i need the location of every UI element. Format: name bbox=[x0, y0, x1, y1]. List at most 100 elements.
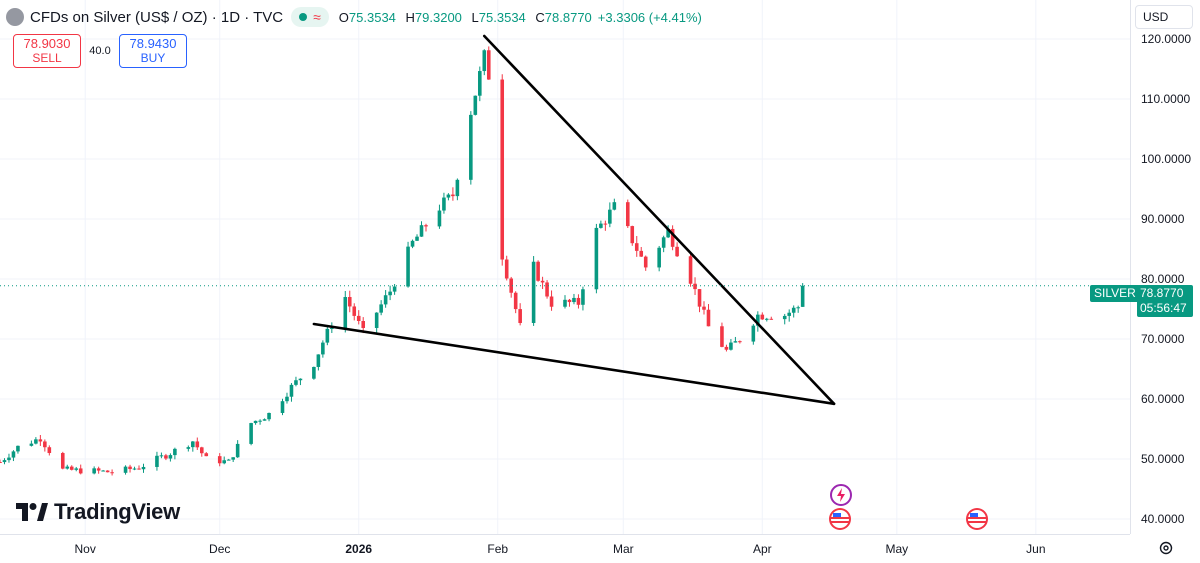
candle-body bbox=[280, 401, 285, 413]
candle-body bbox=[415, 236, 419, 241]
symbol-title[interactable]: CFDs on Silver (US$ / OZ) · 1D · TVC bbox=[30, 8, 284, 26]
candle-body bbox=[352, 306, 357, 316]
candle-body bbox=[670, 228, 675, 247]
candle-body bbox=[599, 223, 603, 228]
candle-body bbox=[720, 326, 724, 347]
candle-body bbox=[321, 342, 325, 355]
candle-body bbox=[226, 459, 231, 461]
candle-body bbox=[29, 443, 34, 446]
candle-body bbox=[379, 304, 383, 313]
candle-body bbox=[702, 306, 706, 310]
candle-body bbox=[442, 197, 446, 211]
candle-body bbox=[356, 315, 361, 322]
candle-body bbox=[128, 466, 132, 470]
candle-body bbox=[630, 226, 635, 244]
buy-button[interactable]: 78.9430 BUY bbox=[119, 34, 187, 68]
x-tick-label: Feb bbox=[487, 542, 509, 556]
bar-countdown: 05:56:47 bbox=[1140, 301, 1187, 315]
y-tick-label: 70.0000 bbox=[1141, 332, 1185, 346]
currency-selector[interactable]: USD bbox=[1135, 5, 1193, 29]
open-label: O bbox=[338, 9, 349, 25]
candle-body bbox=[191, 441, 195, 448]
candle-body bbox=[164, 455, 168, 459]
candle-body bbox=[486, 50, 491, 80]
spread-value: 40.0 bbox=[89, 45, 111, 57]
candle-body bbox=[388, 291, 392, 296]
candle-body bbox=[478, 71, 482, 96]
candle-body bbox=[361, 321, 366, 328]
y-tick-label: 80.0000 bbox=[1141, 272, 1185, 286]
chart-area[interactable] bbox=[0, 0, 1130, 534]
candle-body bbox=[7, 457, 11, 461]
trendlines[interactable] bbox=[312, 34, 836, 406]
candle-body bbox=[513, 292, 518, 310]
candle-body bbox=[298, 378, 303, 381]
candle-body bbox=[168, 455, 173, 459]
candle-body bbox=[101, 470, 105, 472]
candle-body bbox=[204, 453, 209, 457]
low-value: 75.3534 bbox=[478, 9, 526, 25]
candle-body bbox=[141, 466, 146, 470]
candle-body bbox=[231, 457, 235, 460]
x-tick-label: May bbox=[885, 542, 909, 556]
candle-body bbox=[634, 243, 639, 251]
y-tick-label: 40.0000 bbox=[1141, 512, 1185, 526]
symbol-logo-icon bbox=[6, 8, 24, 26]
candle-body bbox=[155, 455, 159, 467]
candle-body bbox=[437, 210, 442, 227]
us-flag-event-icon[interactable] bbox=[829, 508, 851, 530]
candle-body bbox=[706, 309, 711, 327]
time-axis[interactable]: Nov Dec 2026 Feb Mar Apr May Jun bbox=[0, 534, 1130, 563]
candle-body bbox=[563, 299, 567, 307]
candle-body bbox=[2, 460, 7, 463]
candle-body bbox=[518, 309, 522, 323]
candlestick-chart[interactable] bbox=[0, 0, 1130, 534]
candle-body bbox=[424, 225, 428, 227]
candle-body bbox=[796, 307, 800, 309]
grid-lines bbox=[0, 0, 1130, 534]
candle-body bbox=[392, 286, 397, 292]
candle-body bbox=[572, 297, 576, 303]
candle-body bbox=[132, 468, 137, 470]
candle-body bbox=[38, 439, 43, 442]
candle-body bbox=[540, 280, 545, 283]
y-tick-label: 50.0000 bbox=[1141, 452, 1185, 466]
market-status-pill[interactable]: ≈ bbox=[291, 7, 329, 27]
y-tick-label: 110.0000 bbox=[1141, 92, 1191, 106]
candle-body bbox=[594, 227, 599, 290]
close-label: C bbox=[535, 9, 545, 25]
candle-body bbox=[531, 261, 536, 323]
price-axis[interactable]: 120.0000 110.0000 100.0000 90.0000 80.0000 70… bbox=[1130, 0, 1200, 534]
high-label: H bbox=[405, 9, 415, 25]
x-tick-label: Mar bbox=[612, 542, 634, 556]
tradingview-logo-icon bbox=[16, 503, 48, 521]
candle-body bbox=[78, 468, 83, 474]
candle-body bbox=[65, 466, 70, 469]
settings-icon[interactable] bbox=[1158, 540, 1174, 556]
candle-body bbox=[643, 256, 648, 268]
candle-body bbox=[123, 466, 128, 473]
sell-label: SELL bbox=[32, 51, 62, 65]
candle-body bbox=[500, 79, 505, 260]
candle-body bbox=[325, 328, 330, 343]
candle-body bbox=[96, 468, 101, 471]
candle-body bbox=[800, 285, 805, 307]
candle-body bbox=[576, 297, 581, 305]
y-tick-label: 100.0000 bbox=[1141, 152, 1192, 166]
candle-body bbox=[787, 312, 791, 316]
candle-body bbox=[581, 289, 585, 305]
candle-body bbox=[34, 439, 38, 444]
tradingview-logo[interactable]: TradingView bbox=[16, 499, 180, 525]
candle-body bbox=[383, 295, 388, 305]
lightning-event-icon[interactable] bbox=[830, 484, 852, 506]
trendline-lower bbox=[312, 322, 836, 406]
sell-button[interactable]: 78.9030 SELL bbox=[13, 34, 81, 68]
status-dot-icon bbox=[299, 13, 308, 21]
candle-body bbox=[253, 420, 258, 424]
candle-body bbox=[0, 462, 2, 463]
candle-body bbox=[110, 472, 114, 474]
candle-body bbox=[751, 325, 756, 342]
us-flag-event-icon[interactable] bbox=[966, 508, 988, 530]
candle-body bbox=[43, 441, 47, 448]
symbol-price-tag: SILVER bbox=[1090, 285, 1140, 302]
